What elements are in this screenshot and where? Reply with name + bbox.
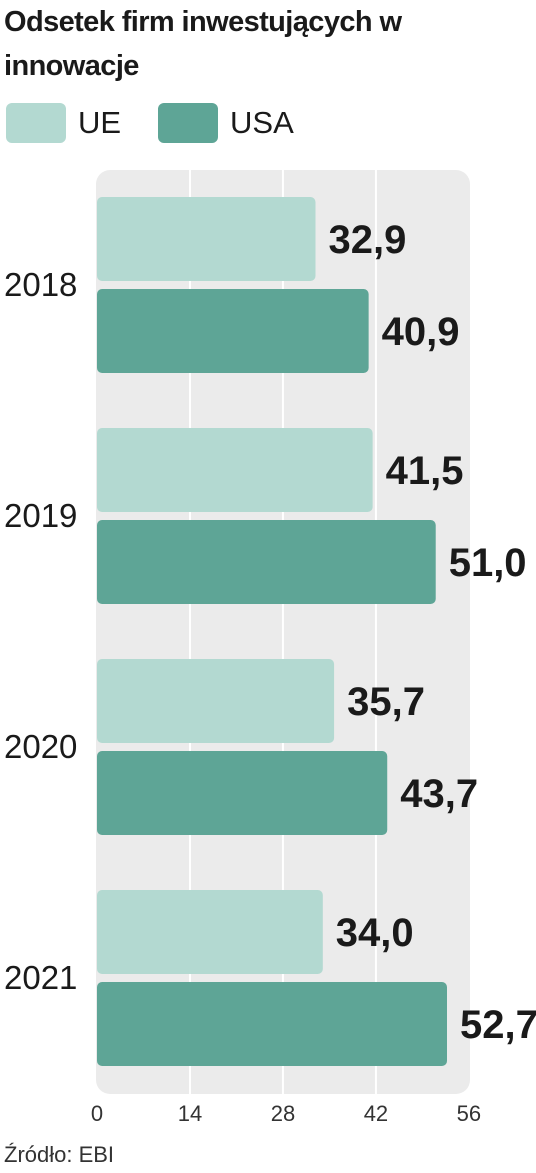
data-label-usa-2020: 43,7 xyxy=(400,772,478,816)
x-tick-label-56: 56 xyxy=(457,1101,481,1126)
data-label-ue-2019: 41,5 xyxy=(386,449,464,493)
category-label-2019: 2019 xyxy=(4,497,77,534)
chart-title: Odsetek firm inwestujących w innowacje xyxy=(4,6,402,82)
bar-usa-2018 xyxy=(97,289,369,373)
category-label-2020: 2020 xyxy=(4,728,77,765)
data-label-usa-2021: 52,7 xyxy=(460,1003,536,1047)
bar-usa-2019 xyxy=(97,520,436,604)
bar-usa-2021 xyxy=(97,982,447,1066)
data-label-ue-2018: 32,9 xyxy=(329,218,407,262)
bar-ue-2020 xyxy=(97,659,335,743)
data-label-ue-2021: 34,0 xyxy=(336,911,414,955)
legend-label-usa: USA xyxy=(230,105,294,140)
data-label-usa-2019: 51,0 xyxy=(449,541,527,585)
bar-usa-2020 xyxy=(97,751,388,835)
bar-ue-2019 xyxy=(97,428,373,512)
legend-label-ue: UE xyxy=(78,105,122,140)
legend-swatch-ue xyxy=(6,103,66,143)
source-note: Źródło: EBI xyxy=(4,1142,115,1167)
category-label-2018: 2018 xyxy=(4,266,77,303)
data-label-ue-2020: 35,7 xyxy=(347,680,425,724)
category-label-2021: 2021 xyxy=(4,959,77,996)
legend-swatch-usa xyxy=(158,103,218,143)
bar-ue-2021 xyxy=(97,890,323,974)
x-tick-label-28: 28 xyxy=(271,1101,295,1126)
bar-ue-2018 xyxy=(97,197,316,281)
x-tick-label-42: 42 xyxy=(364,1101,388,1126)
x-tick-label-14: 14 xyxy=(178,1101,202,1126)
data-label-usa-2018: 40,9 xyxy=(382,310,460,354)
x-tick-label-0: 0 xyxy=(91,1101,103,1126)
